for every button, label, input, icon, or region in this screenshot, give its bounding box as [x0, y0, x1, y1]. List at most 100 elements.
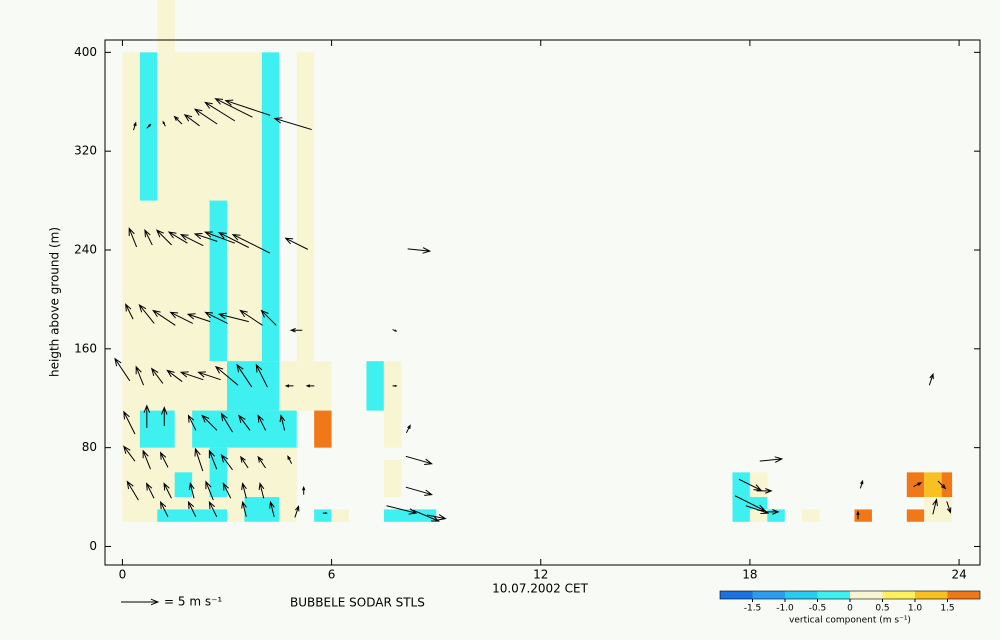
colorbar-segment	[850, 591, 883, 599]
wind-vector	[231, 233, 271, 254]
wind-vector	[167, 231, 188, 244]
wind-vector	[173, 115, 183, 125]
wind-vector	[126, 480, 139, 501]
x-tick-label: 24	[951, 568, 966, 582]
cell	[209, 200, 228, 362]
wind-vector	[913, 482, 923, 488]
wind-vector	[392, 384, 398, 387]
wind-vector	[159, 451, 169, 468]
wind-vector	[405, 424, 411, 434]
wind-vector	[856, 510, 860, 520]
wind-vector	[236, 363, 253, 388]
wind-vector	[260, 309, 277, 326]
wind-vector	[133, 121, 137, 131]
colorbar-tick-label: -1.5	[744, 604, 762, 614]
cell	[192, 410, 297, 448]
wind-vector	[258, 482, 265, 499]
wind-vector	[179, 233, 204, 247]
wind-vector	[294, 505, 300, 518]
x-tick-label: 0	[119, 568, 127, 582]
wind-vector	[279, 414, 286, 431]
wind-vector	[222, 482, 232, 499]
wind-vector	[759, 456, 784, 463]
cell	[296, 52, 315, 362]
colorbar-tick-label: 1.0	[908, 604, 923, 614]
wind-vector	[386, 505, 418, 515]
wind-vector	[152, 309, 176, 326]
colorbar-segment	[752, 591, 785, 599]
cell	[941, 472, 953, 498]
wind-vector	[150, 367, 164, 384]
wind-vector	[114, 357, 131, 382]
cell	[139, 410, 175, 448]
wind-vector	[194, 447, 204, 472]
colorbar-segment	[785, 591, 818, 599]
wind-vector	[405, 455, 433, 465]
wind-vector	[142, 449, 151, 470]
wind-vector	[241, 482, 247, 499]
station-label: BUBBELE SODAR STLS	[290, 596, 425, 610]
wind-vector	[169, 311, 194, 324]
y-tick-label: 240	[74, 243, 97, 257]
cell	[906, 509, 925, 522]
wind-vector	[284, 237, 309, 250]
y-tick-label: 320	[74, 144, 97, 158]
wind-vector	[135, 365, 145, 386]
wind-vector	[257, 414, 267, 431]
wind-vector	[220, 412, 233, 433]
wind-vector	[302, 485, 306, 495]
wind-vector	[220, 454, 233, 471]
wind-vector	[146, 482, 155, 499]
cell	[749, 472, 768, 498]
cell	[314, 410, 332, 448]
wind-vector	[125, 303, 134, 320]
wind-vector	[738, 478, 763, 491]
cell	[767, 509, 785, 522]
wind-vector	[179, 371, 204, 381]
wind-vector	[214, 365, 239, 386]
cell	[383, 460, 402, 498]
wind-vector	[255, 363, 268, 388]
wind-vector	[937, 480, 947, 490]
cell	[366, 361, 384, 411]
wind-vector	[187, 414, 197, 431]
colorbar-label: vertical component (m s⁻¹)	[789, 616, 911, 626]
wind-vector	[208, 500, 218, 518]
y-tick-label: 0	[89, 539, 97, 553]
plot-frame	[104, 39, 981, 566]
wind-vector	[123, 410, 136, 435]
cell	[227, 361, 280, 411]
wind-vector	[287, 455, 293, 464]
wind-vector	[193, 108, 218, 125]
wind-vector	[193, 233, 218, 242]
wind-vector	[238, 414, 251, 431]
wind-vector	[257, 455, 266, 469]
wind-vector	[205, 480, 214, 501]
cell	[802, 509, 820, 522]
cell	[157, 509, 228, 522]
wind-vector	[128, 227, 138, 248]
y-tick-label: 400	[74, 45, 97, 59]
colorbar-segment	[720, 591, 753, 599]
wind-vector	[946, 501, 952, 514]
x-tick-label: 6	[328, 568, 336, 582]
wind-vector	[239, 309, 263, 326]
wind-vector	[763, 509, 780, 515]
wind-vector	[217, 312, 249, 323]
wind-vector	[241, 500, 247, 517]
wind-vector	[208, 449, 218, 470]
wind-vector	[146, 123, 152, 129]
wind-vector	[159, 500, 169, 518]
wind-vector	[405, 486, 433, 496]
colorbar-tick-label: 0.5	[875, 604, 889, 614]
colorbar-segment	[817, 591, 850, 599]
vector-key	[121, 598, 160, 606]
colorbar-tick-label: -0.5	[809, 604, 827, 614]
x-tick-label: 12	[533, 568, 548, 582]
wind-vector	[123, 445, 136, 462]
y-axis-label: heigth above ground (m)	[48, 227, 62, 377]
cell	[174, 472, 193, 498]
wind-vector	[284, 384, 294, 388]
colorbar-segment	[882, 591, 915, 599]
